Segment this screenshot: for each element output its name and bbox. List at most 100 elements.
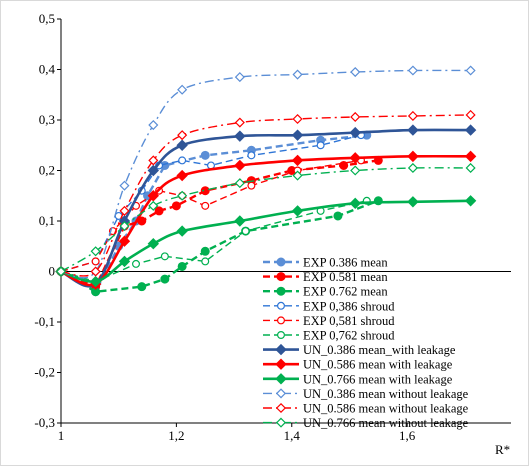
data-point <box>234 130 246 142</box>
data-point <box>201 201 210 210</box>
legend-label: EXP 0.762 mean <box>303 285 388 299</box>
data-point <box>160 274 170 284</box>
data-point <box>292 69 303 80</box>
data-point <box>148 120 159 131</box>
data-point <box>171 201 181 211</box>
series-line <box>60 69 471 279</box>
data-point <box>234 159 246 172</box>
data-point <box>316 141 325 150</box>
data-point <box>241 227 250 236</box>
data-point <box>147 164 160 177</box>
data-point <box>89 275 102 288</box>
series-8 <box>55 150 477 290</box>
y-tick-label: 0,1 <box>39 213 55 228</box>
data-point <box>333 211 343 221</box>
data-point <box>119 205 130 216</box>
data-point <box>200 186 210 196</box>
y-tick-label: 0,5 <box>39 11 55 26</box>
legend-item: UN_0.766 mean with leakage <box>263 372 453 386</box>
legend-marker <box>275 388 287 399</box>
data-point <box>178 156 187 165</box>
legend-item: EXP 0.386 mean <box>263 256 388 270</box>
data-point <box>464 150 477 163</box>
series-layer <box>55 65 477 297</box>
legend-marker <box>277 316 286 325</box>
data-point <box>176 139 188 151</box>
data-point <box>465 65 476 76</box>
data-point <box>148 155 159 166</box>
legend-item: UN_0.386 mean without leakage <box>263 387 469 401</box>
data-point <box>291 205 304 217</box>
data-point <box>291 154 304 167</box>
y-tick-label: -0,3 <box>34 415 55 430</box>
series-line <box>60 133 367 294</box>
data-point <box>176 225 188 237</box>
data-point <box>350 66 361 78</box>
data-point <box>137 282 147 292</box>
data-point <box>177 84 188 95</box>
data-point <box>407 124 419 136</box>
data-point <box>90 266 101 277</box>
data-point <box>160 252 169 261</box>
x-tick-label: 1,4 <box>284 428 301 443</box>
data-point <box>90 246 101 257</box>
legend-item: EXP 0,386 shroud <box>263 299 395 313</box>
data-point <box>234 72 245 83</box>
data-point <box>177 261 187 271</box>
x-tick-label: 1 <box>58 428 65 443</box>
y-tick-label: 0,3 <box>39 112 55 127</box>
legend-label: EXP 0,386 shroud <box>303 299 395 313</box>
data-point <box>407 196 419 208</box>
data-point <box>55 266 67 277</box>
data-point <box>200 246 210 256</box>
series-line <box>60 114 471 277</box>
legend-marker <box>275 358 287 370</box>
legend-marker <box>275 402 287 414</box>
data-point <box>407 150 419 163</box>
data-point <box>118 235 131 247</box>
legend-label: UN_0.766 mean with leakage <box>303 372 453 386</box>
data-point <box>119 221 130 232</box>
data-point <box>177 130 188 141</box>
legend-item: UN_0.586 mean without leakage <box>263 402 469 416</box>
legend-label: EXP 0,581 shroud <box>303 314 395 328</box>
series-line <box>60 200 367 283</box>
data-point <box>119 180 130 191</box>
data-point <box>349 126 361 139</box>
y-tick-label: 0,2 <box>39 163 55 178</box>
legend-label: EXP 0.581 mean <box>303 270 388 284</box>
data-point <box>147 190 160 202</box>
data-point <box>247 181 256 190</box>
data-point <box>349 197 361 210</box>
data-point <box>91 257 100 266</box>
series-line <box>60 128 471 288</box>
data-point <box>247 151 256 160</box>
data-point <box>291 129 304 141</box>
series-line <box>60 134 362 273</box>
legend-item: EXP 0,762 shroud <box>263 329 395 343</box>
legend-marker <box>275 373 287 385</box>
x-tick-label: 1,2 <box>168 428 184 443</box>
data-point <box>349 152 361 164</box>
series-12 <box>55 162 476 277</box>
legend-marker <box>277 331 286 340</box>
data-point <box>201 257 210 266</box>
legend-label: UN_0.386 mean without leakage <box>303 387 469 401</box>
legend-marker <box>275 343 287 356</box>
legend-item: EXP 0.581 mean <box>263 270 388 284</box>
legend-marker <box>276 257 286 267</box>
y-tick-label: 0,4 <box>39 62 56 77</box>
series-11 <box>55 109 476 277</box>
data-point <box>465 162 476 174</box>
data-point <box>350 111 361 123</box>
data-point <box>132 259 141 268</box>
legend-marker <box>276 286 286 296</box>
axes: -0,3 -0,2 -0,1 0 0,1 0,2 0,3 0,4 0,5 1 1,2 1,4 1,6 R* <box>34 11 511 457</box>
series-line <box>60 167 471 273</box>
legend-marker <box>277 301 286 310</box>
data-point <box>234 215 246 227</box>
series-line <box>60 154 471 287</box>
legend-label: UN_0.586 mean with leakage <box>303 358 453 372</box>
